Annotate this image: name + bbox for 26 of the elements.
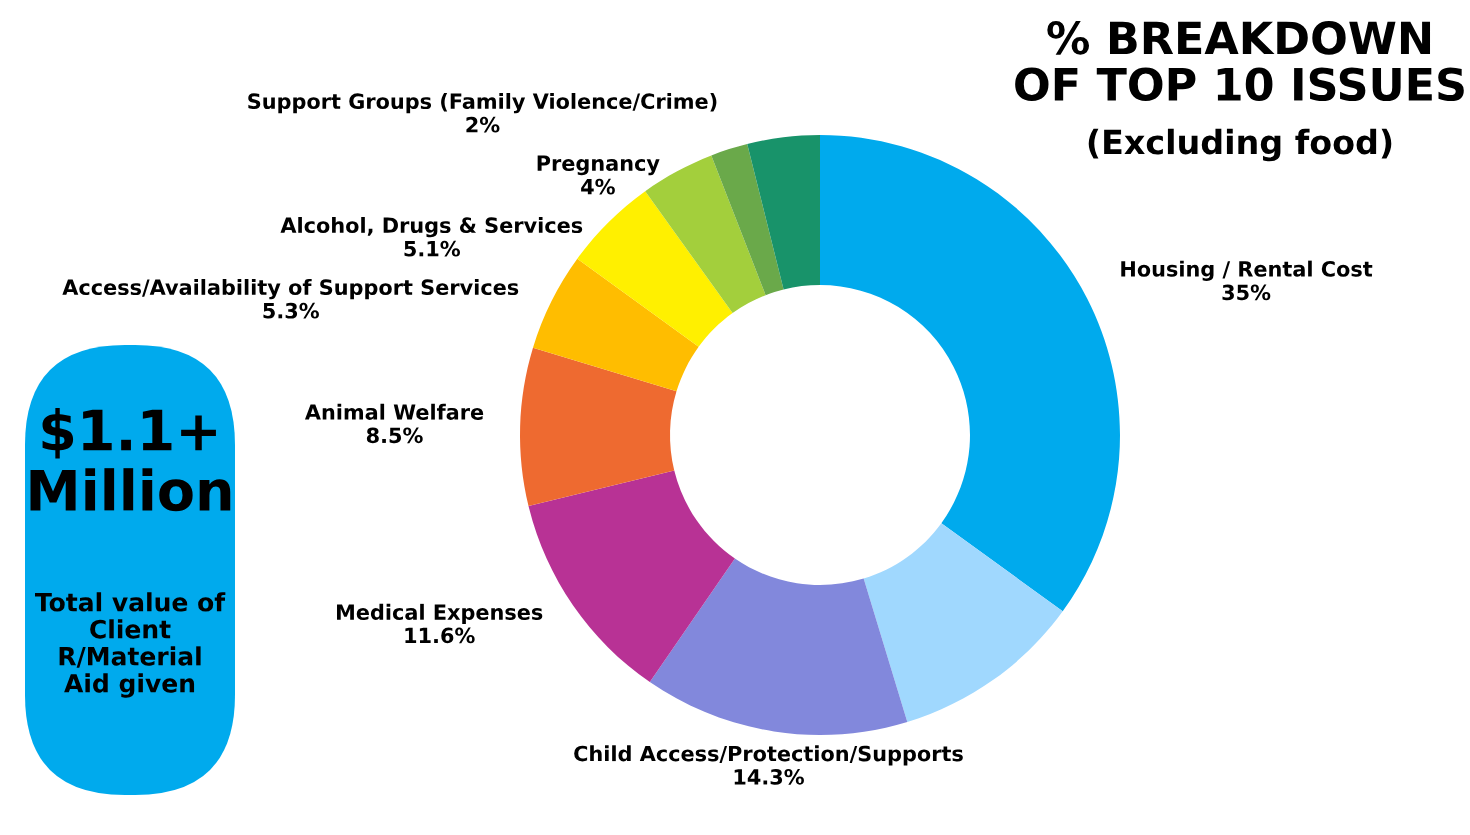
donut-slice bbox=[649, 558, 908, 735]
slice-label: Alcohol, Drugs & Services bbox=[280, 216, 583, 238]
slice-label: Access/Availability of Support Services bbox=[62, 278, 519, 300]
slice-label: Animal Welfare bbox=[304, 403, 484, 420]
donut-slice bbox=[532, 258, 699, 392]
text: (Excluding food) bbox=[1088, 128, 1392, 162]
text: $1.1+ Million bbox=[30, 408, 231, 512]
slice-label: Pregnancy bbox=[537, 155, 660, 176]
chart-title: % BREAKDOWN OF TOP 10 ISSUES bbox=[1015, 21, 1464, 102]
data-label: 14.3% bbox=[734, 768, 804, 785]
data-label: 35% bbox=[1222, 284, 1271, 301]
slice-label: Child Access/Protection/Supports bbox=[574, 745, 963, 766]
data-label: 5.1% bbox=[404, 240, 460, 257]
slice-label: Medical Expenses bbox=[337, 603, 543, 625]
donut-slice bbox=[863, 523, 1063, 723]
data-label: 2% bbox=[466, 116, 500, 133]
text: Total value of Client R/Material Aid given bbox=[34, 592, 226, 698]
slice-label: Support Groups (Family Violence/Crime) bbox=[248, 92, 717, 114]
donut-slice bbox=[711, 143, 784, 296]
data-label: 11.6% bbox=[405, 627, 475, 644]
slice-label: Housing / Rental Cost bbox=[1121, 260, 1373, 281]
data-label: 5.3% bbox=[263, 302, 319, 319]
data-label: 8.5% bbox=[366, 427, 423, 444]
donut-slice bbox=[747, 135, 820, 290]
data-label: 4% bbox=[581, 178, 615, 195]
donut-slice bbox=[520, 347, 677, 506]
